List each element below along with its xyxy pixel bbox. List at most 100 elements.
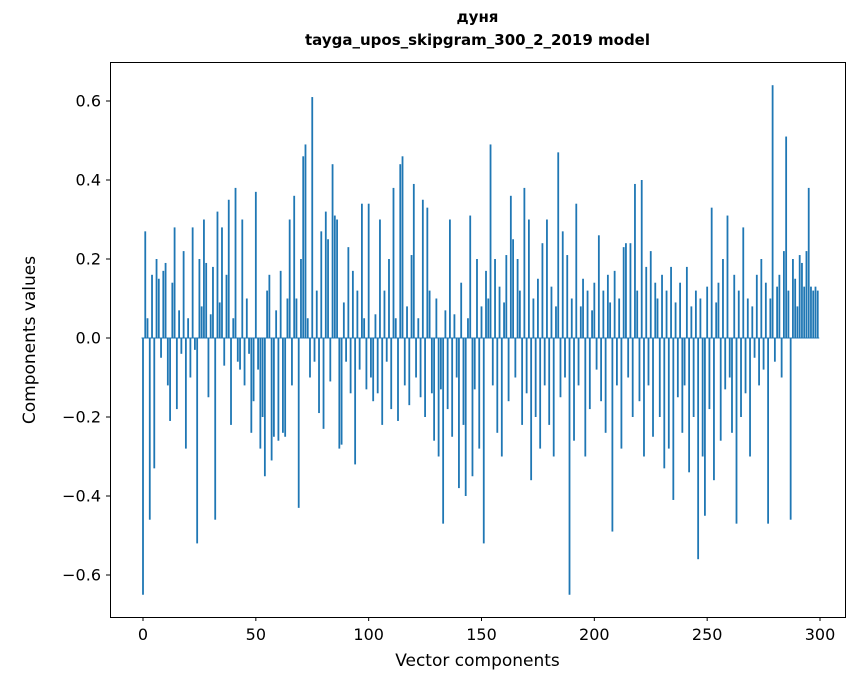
bar xyxy=(557,152,560,338)
bar xyxy=(604,338,607,433)
bar xyxy=(744,338,747,394)
bar xyxy=(180,338,183,354)
bar xyxy=(162,270,165,338)
bar xyxy=(437,338,440,457)
bar xyxy=(288,219,291,338)
bar xyxy=(629,243,632,338)
bar xyxy=(279,270,282,338)
bar xyxy=(537,278,539,338)
bar xyxy=(367,203,370,338)
bar xyxy=(694,290,697,338)
bar xyxy=(345,338,347,362)
bar xyxy=(575,203,578,338)
bar xyxy=(266,290,269,338)
bar xyxy=(701,338,704,457)
bar xyxy=(460,282,463,338)
bar xyxy=(631,338,634,417)
bar xyxy=(706,286,709,338)
bar xyxy=(548,338,551,425)
bar xyxy=(198,259,201,338)
bar xyxy=(792,259,794,338)
bar xyxy=(728,338,731,378)
bar xyxy=(507,338,510,402)
bar xyxy=(751,306,754,338)
bar xyxy=(627,338,630,378)
bar xyxy=(555,306,557,338)
bar xyxy=(417,318,420,338)
bar xyxy=(313,338,316,362)
bar xyxy=(685,266,688,338)
bar xyxy=(363,318,366,338)
bar xyxy=(726,215,729,338)
bar xyxy=(489,144,492,338)
bar xyxy=(295,298,298,338)
bar xyxy=(570,298,573,338)
bar xyxy=(760,259,763,338)
bar xyxy=(225,274,228,338)
bar xyxy=(740,338,742,417)
bar xyxy=(541,243,544,338)
bar xyxy=(582,278,584,338)
bar xyxy=(539,338,542,449)
bar xyxy=(424,338,426,417)
bar xyxy=(365,338,368,390)
bar xyxy=(591,310,593,338)
bar xyxy=(223,338,226,366)
bar xyxy=(282,338,284,433)
x-axis-label: Vector components xyxy=(395,651,560,671)
bar xyxy=(620,338,623,449)
bar xyxy=(241,219,244,338)
bar xyxy=(351,270,354,338)
bar xyxy=(455,338,458,378)
bar xyxy=(311,97,314,338)
bar xyxy=(392,187,395,338)
bar xyxy=(609,302,612,338)
bar xyxy=(724,338,727,390)
bar xyxy=(252,338,255,402)
bar xyxy=(426,207,429,338)
bar xyxy=(433,338,436,441)
bar xyxy=(552,338,555,457)
bar xyxy=(284,338,287,437)
bar xyxy=(690,306,693,338)
bar xyxy=(496,338,499,433)
bar xyxy=(322,338,325,429)
bar xyxy=(731,338,733,433)
bar xyxy=(340,338,343,445)
bar xyxy=(309,338,311,378)
bar xyxy=(656,298,659,338)
bar xyxy=(446,338,449,410)
x-tick-label: 200 xyxy=(579,625,610,644)
bar xyxy=(600,338,602,402)
bar xyxy=(270,338,273,461)
bar xyxy=(801,262,803,338)
bar xyxy=(212,266,214,338)
bar xyxy=(189,338,192,378)
bar xyxy=(428,290,431,338)
bar xyxy=(647,338,650,386)
bar xyxy=(676,338,679,398)
bar xyxy=(776,286,779,338)
bar xyxy=(306,318,309,338)
bar xyxy=(216,211,219,338)
bar xyxy=(148,338,151,520)
bar xyxy=(764,282,767,338)
bar xyxy=(272,338,275,437)
bar xyxy=(704,338,706,516)
bar xyxy=(254,191,257,338)
bar xyxy=(767,338,769,524)
bar xyxy=(239,338,241,370)
bar xyxy=(248,338,250,354)
bar xyxy=(406,306,408,338)
bar xyxy=(333,215,336,338)
bar xyxy=(494,259,496,338)
bar xyxy=(543,338,546,386)
bar xyxy=(692,338,695,417)
bar xyxy=(209,314,212,338)
bar xyxy=(665,290,668,338)
bar xyxy=(291,338,293,386)
bar xyxy=(611,338,614,532)
bar xyxy=(749,338,751,457)
bar xyxy=(782,251,785,338)
